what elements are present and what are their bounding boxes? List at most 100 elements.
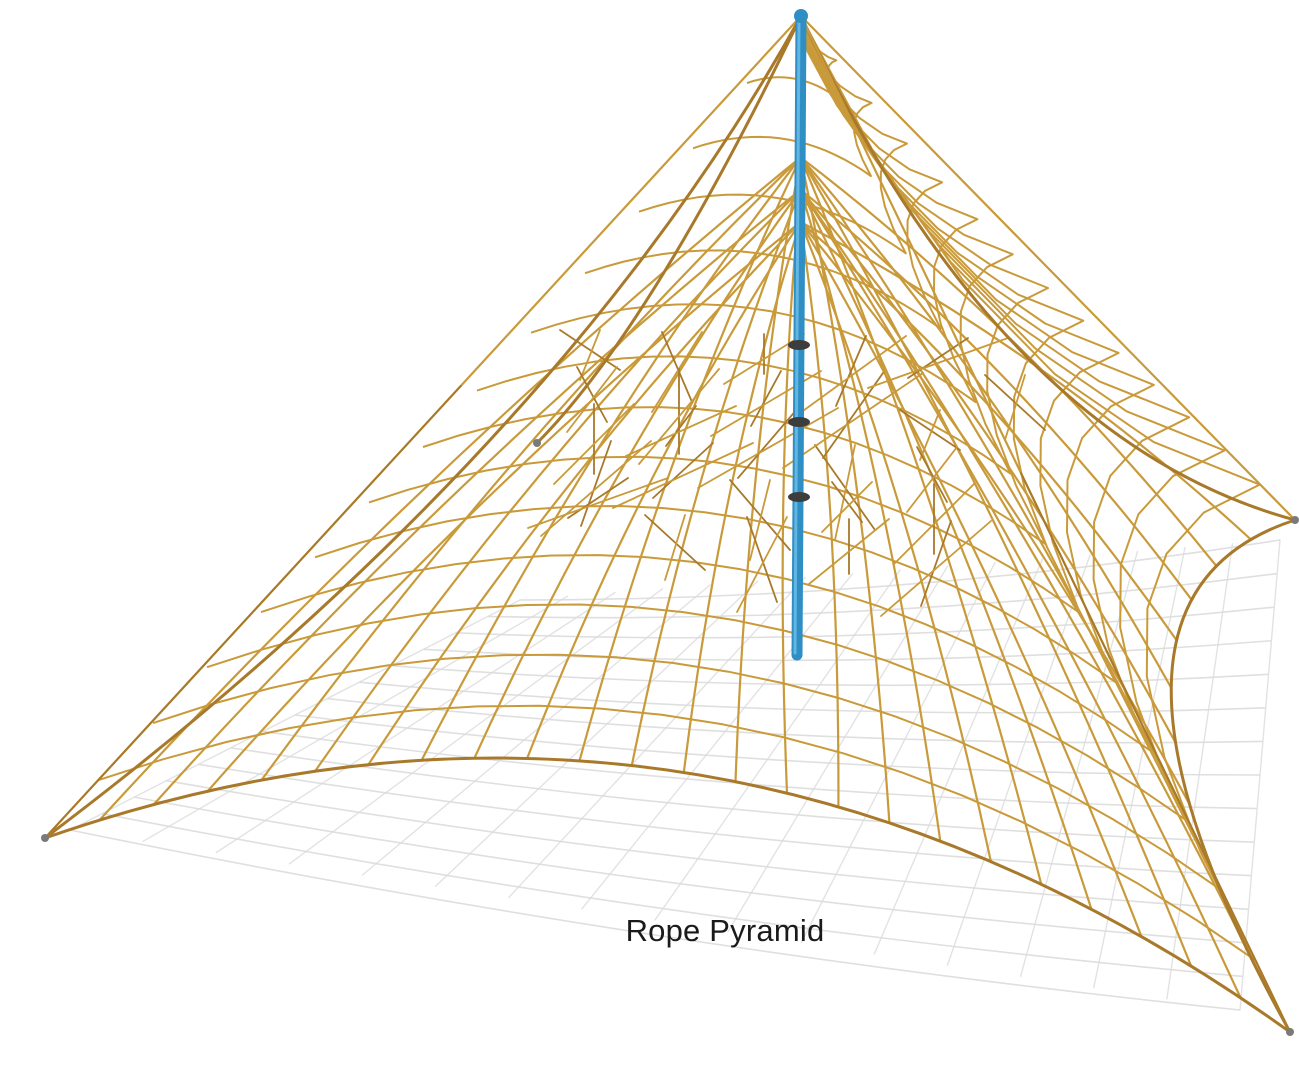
rope-tension (44, 384, 462, 839)
shadow-line (455, 606, 1275, 639)
rope-cross (737, 407, 799, 479)
rope-radial (526, 221, 802, 759)
rope-ring (314, 28, 1120, 683)
mast-highlight (793, 16, 801, 655)
rope-cross (665, 405, 697, 447)
shadow-line (434, 580, 759, 887)
rope-tension (1020, 472, 1291, 1033)
rope-cross (919, 409, 941, 461)
net-edge-front (44, 756, 1291, 1034)
rope-cross (795, 335, 907, 417)
rope-cross (750, 370, 782, 427)
rope-cross (580, 440, 612, 527)
rope-cross (625, 405, 737, 457)
rope-cross (729, 479, 791, 551)
rope-radial (260, 156, 802, 781)
mast-clamp (788, 492, 810, 502)
rope-cross (821, 481, 873, 533)
rope-cross (808, 518, 890, 585)
rope-cross (814, 444, 876, 531)
rope-ring (152, 18, 1226, 891)
rope-radial (578, 156, 802, 762)
mast-pole (791, 10, 807, 661)
shadow-line (361, 584, 711, 876)
shadow-line (508, 576, 806, 899)
rope-cross (1004, 374, 1026, 441)
ground-anchors (41, 439, 1299, 1036)
rope-cross (834, 444, 856, 541)
central-mast (788, 9, 810, 661)
rope-cross (612, 442, 754, 509)
shadow-line (654, 569, 901, 921)
shadow-line (487, 572, 1278, 619)
rope-net (43, 14, 1297, 1034)
rope-radial (152, 188, 802, 806)
rope-ring (368, 32, 1085, 615)
rope-radial (799, 188, 1193, 601)
rope-cross (916, 446, 948, 503)
rope-radial (799, 221, 1191, 806)
rope-radial (799, 156, 1043, 885)
rope-ring (530, 38, 979, 403)
shadow-line (423, 639, 1272, 662)
shadow-line (946, 554, 1091, 966)
shadow-line (873, 558, 1044, 955)
shadow-line (134, 796, 1246, 944)
anchor-point (1286, 1028, 1294, 1036)
shadow-line (215, 591, 616, 854)
shadow-line (166, 779, 1249, 911)
shadow-line (359, 681, 1266, 714)
rope-cross (899, 409, 961, 451)
rope-cross (782, 372, 924, 469)
anchor-point (1291, 516, 1299, 524)
rope-cross (638, 368, 720, 465)
rope-radial (799, 189, 1248, 950)
shadow-line (1239, 539, 1281, 1011)
rope-cross (566, 366, 618, 433)
rope-ring (476, 37, 1014, 475)
shadow-line (1093, 546, 1186, 989)
rope-radial (630, 189, 802, 766)
rope-ring (260, 24, 1155, 752)
rope-cross (867, 337, 1009, 389)
rope-ring (206, 20, 1191, 821)
shadow-line (327, 697, 1263, 744)
caption-text: Rope Pyramid (625, 913, 825, 948)
rope-cross (920, 520, 952, 607)
anchor-point (41, 834, 49, 842)
rope-cross (652, 442, 714, 499)
rope-ring (692, 30, 873, 177)
rope-ring (584, 37, 944, 330)
rope-cross (749, 479, 771, 561)
rope-radial (367, 221, 802, 766)
rope-radial (799, 221, 992, 862)
net-edge-left (44, 15, 803, 840)
rope-cross (576, 366, 608, 423)
rope-radial (799, 189, 1093, 910)
shadow-line (198, 763, 1252, 877)
rope-cross (984, 374, 1046, 431)
rope-cross (664, 514, 686, 581)
rope-tension (799, 14, 1297, 522)
rope-radial (799, 221, 840, 807)
shadow-line (101, 812, 1243, 978)
rope-cross (736, 516, 788, 613)
net-edge-back (535, 15, 803, 445)
rope-radial (799, 156, 1193, 967)
rope-cross (893, 483, 975, 565)
net-edge-right-front (1169, 518, 1296, 1033)
rope-ring (638, 35, 908, 255)
rope-ring (98, 16, 1261, 962)
shadow-line (581, 573, 854, 910)
rope-cross (906, 446, 958, 513)
rope-radial (799, 189, 1242, 999)
rope-radial (473, 189, 802, 759)
rope-cross (527, 477, 669, 529)
rope-cross (835, 335, 867, 407)
anchor-point (533, 439, 541, 447)
shadow-line (288, 588, 664, 865)
rope-cross (553, 403, 635, 485)
rope-radial (314, 188, 802, 772)
shadow-line (262, 730, 1258, 810)
